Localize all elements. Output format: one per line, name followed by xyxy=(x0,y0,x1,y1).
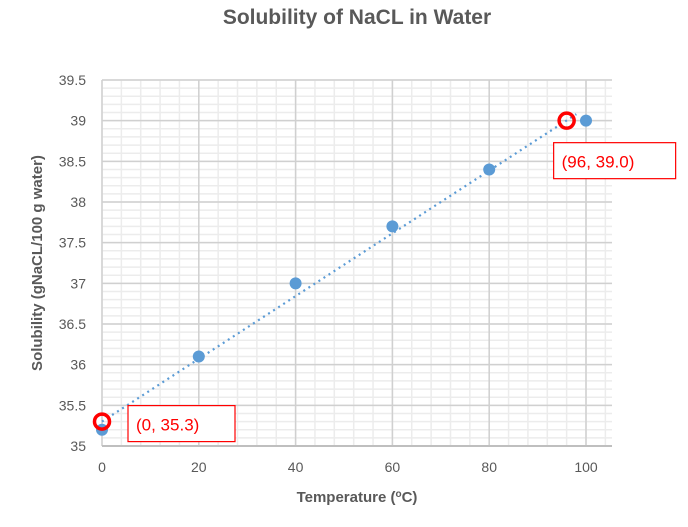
annotation-marker xyxy=(92,412,112,431)
y-tick-label: 35.5 xyxy=(59,397,86,413)
data-point xyxy=(386,220,399,233)
annotation-box xyxy=(553,142,677,180)
y-tick-label: 37.5 xyxy=(59,235,86,251)
chart-title: Solubility of NaCL in Water xyxy=(223,6,491,29)
x-tick-label: 20 xyxy=(191,459,207,475)
gridlines xyxy=(101,79,612,447)
x-tick-label: 0 xyxy=(98,459,106,475)
y-tick-labels: 35 35.5 36 36.5 37 37.5 38 38.5 39 39.5 xyxy=(59,72,86,454)
annotations: (0, 35.3) (96, 39.0) xyxy=(92,111,677,443)
data-point xyxy=(289,277,302,290)
x-tick-label: 60 xyxy=(385,459,401,475)
y-tick-label: 35 xyxy=(70,438,86,454)
annotation-label: (0, 35.3) xyxy=(136,416,199,435)
data-point xyxy=(483,163,496,176)
y-tick-label: 38 xyxy=(70,194,86,210)
trendline xyxy=(101,113,577,423)
data-point xyxy=(192,350,205,363)
y-axis-label: Solubility (gNaCL/100 g water) xyxy=(29,155,46,371)
x-tick-labels: 0 20 40 60 80 100 xyxy=(98,459,598,475)
x-tick-label: 40 xyxy=(288,459,304,475)
data-point xyxy=(580,114,592,127)
annotation-box xyxy=(127,405,236,443)
y-tick-label: 36.5 xyxy=(59,316,86,332)
y-tick-label: 38.5 xyxy=(59,153,86,169)
x-tick-label: 80 xyxy=(481,459,497,475)
y-tick-label: 36 xyxy=(70,357,86,373)
annotation-marker xyxy=(557,111,576,130)
y-tick-label: 37 xyxy=(70,275,86,291)
annotation-label: (96, 39.0) xyxy=(562,153,635,172)
x-axis-label: Temperature (oC) xyxy=(297,489,418,506)
x-tick-label: 100 xyxy=(574,459,598,475)
data-points xyxy=(96,114,592,436)
y-tick-label: 39.5 xyxy=(59,72,86,88)
y-tick-label: 39 xyxy=(70,113,86,129)
